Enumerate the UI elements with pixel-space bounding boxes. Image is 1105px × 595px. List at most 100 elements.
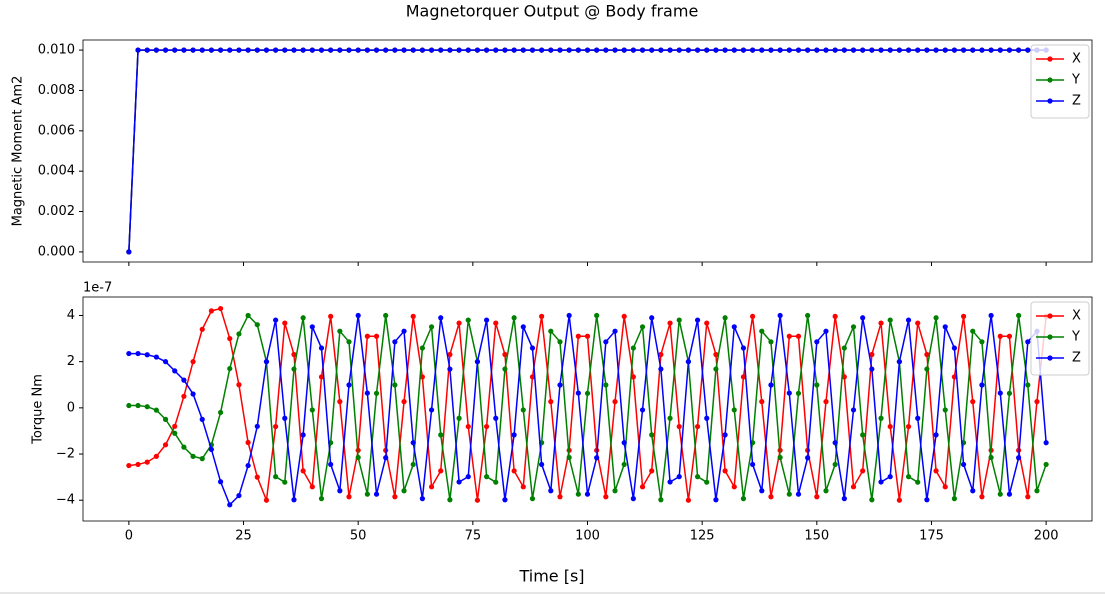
x-tick-label: 150 (804, 529, 829, 544)
data-point (153, 354, 159, 360)
data-point (979, 382, 985, 388)
data-point (685, 497, 692, 503)
data-point (309, 484, 315, 490)
data-point (1016, 312, 1022, 319)
data-point (731, 324, 737, 330)
data-point (575, 390, 581, 396)
data-point (603, 47, 609, 53)
data-point (438, 468, 444, 474)
legend-marker (1047, 77, 1053, 83)
legend-box (1030, 301, 1090, 376)
data-point (539, 461, 545, 468)
data-point (970, 47, 976, 53)
data-point (273, 317, 279, 323)
data-point (208, 308, 215, 314)
y-tick-label: 0 (67, 400, 75, 415)
data-point (217, 47, 224, 53)
data-point (383, 47, 389, 53)
data-point (190, 391, 196, 397)
data-point (199, 47, 205, 53)
data-point (355, 47, 361, 53)
data-point (318, 374, 325, 380)
data-point (740, 47, 747, 53)
data-point (841, 496, 847, 502)
data-point (428, 324, 435, 330)
data-point (603, 494, 609, 500)
data-point (1043, 440, 1049, 446)
data-point (300, 432, 306, 438)
data-point (970, 488, 976, 494)
data-point (805, 455, 811, 461)
data-point (162, 416, 169, 422)
data-point (860, 47, 866, 53)
data-point (850, 484, 857, 490)
data-point (401, 47, 407, 53)
data-point (704, 47, 710, 53)
data-point (621, 461, 627, 468)
data-point (217, 305, 224, 312)
data-point (392, 382, 398, 388)
data-point (704, 320, 710, 326)
data-point (1025, 494, 1031, 500)
data-point (245, 47, 251, 53)
data-point (144, 352, 150, 358)
data-point (126, 402, 132, 409)
data-point (731, 47, 737, 53)
data-point (869, 47, 875, 53)
x-tick-label: 200 (1034, 529, 1059, 544)
data-point (401, 328, 407, 334)
data-point (667, 47, 673, 53)
data-point (704, 415, 710, 421)
legend-label: X (1072, 309, 1081, 324)
figure-title: Magnetorquer Output @ Body frame (406, 2, 699, 21)
data-point (566, 312, 572, 319)
data-point (860, 468, 866, 474)
data-point (924, 366, 930, 372)
data-point (502, 366, 508, 372)
data-point (245, 439, 251, 446)
data-point (410, 313, 416, 319)
data-point (676, 47, 682, 53)
data-point (887, 423, 893, 430)
data-point (254, 423, 260, 429)
data-point (869, 351, 875, 358)
data-point (667, 415, 673, 421)
plot-area (126, 305, 1049, 508)
data-point (438, 432, 444, 438)
y-tick-label: 0.006 (38, 123, 75, 138)
data-point (484, 317, 490, 323)
data-point (1043, 461, 1049, 468)
data-point (300, 315, 306, 321)
data-point (548, 47, 554, 53)
data-point (273, 474, 279, 480)
data-point (318, 47, 325, 53)
data-point (841, 47, 847, 53)
data-point (970, 399, 976, 405)
x-tick-label: 175 (919, 529, 944, 544)
data-point (520, 324, 526, 330)
data-point (759, 328, 765, 334)
data-point (814, 339, 820, 345)
data-point (942, 484, 948, 490)
data-point (373, 47, 380, 53)
data-point (548, 399, 554, 405)
data-point (190, 453, 196, 459)
data-point (713, 47, 719, 53)
data-point (126, 249, 132, 255)
data-point (869, 366, 875, 372)
data-point (841, 345, 847, 351)
data-point (905, 317, 912, 323)
data-point (346, 382, 352, 388)
data-point (153, 407, 159, 413)
data-point (383, 312, 389, 319)
data-point (722, 432, 728, 438)
data-point (493, 479, 499, 485)
data-point (667, 320, 673, 326)
data-point (878, 47, 884, 53)
data-point (694, 423, 701, 430)
data-point (401, 399, 407, 405)
data-point (217, 409, 224, 416)
data-point (181, 377, 187, 383)
data-point (236, 331, 242, 337)
